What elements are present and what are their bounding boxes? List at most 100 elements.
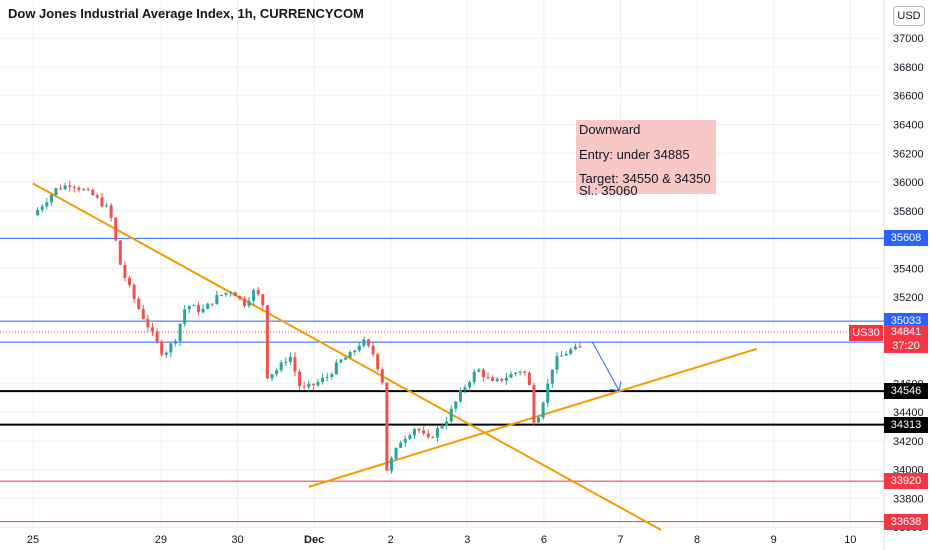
note-target: Target: 34550 & 34350 — [579, 171, 711, 186]
candle-body — [164, 352, 168, 355]
candle-body — [463, 387, 467, 391]
candle-body — [376, 354, 380, 370]
candle-body — [247, 300, 251, 306]
level-price-tag: 34546 — [884, 383, 928, 400]
candle-body — [408, 435, 412, 439]
candle-body — [550, 369, 554, 384]
candle-body — [371, 345, 375, 355]
note-entry: Entry: under 34885 — [579, 147, 690, 162]
candle-body — [54, 188, 58, 195]
candle-body — [477, 369, 481, 372]
level-price-tag: 33920 — [884, 473, 928, 490]
note-stoploss: Sl.: 35060 — [579, 183, 638, 198]
candle-body — [302, 386, 306, 388]
candle-body — [527, 372, 531, 386]
candle-body — [518, 371, 522, 373]
candle-body — [82, 189, 86, 191]
candle-body — [275, 370, 279, 375]
x-tick-label: 25 — [27, 534, 39, 546]
candle-body — [36, 209, 40, 216]
candle-body — [201, 308, 205, 313]
candle-body — [256, 290, 260, 295]
y-tick-label: 33800 — [893, 493, 924, 505]
candle-body — [541, 402, 545, 418]
candle-body — [45, 202, 49, 207]
candle-body — [362, 339, 366, 346]
chart-grid — [0, 0, 885, 550]
candle-body — [399, 442, 403, 448]
candle-body — [132, 285, 136, 299]
candle-body — [555, 356, 559, 370]
candle-body — [196, 305, 200, 313]
candle-body — [431, 437, 435, 439]
x-tick-label: 9 — [771, 534, 777, 546]
candle-body — [77, 187, 81, 190]
y-tick-label: 36200 — [893, 148, 924, 160]
price-axis[interactable]: 3360033800340003420034400346003520035400… — [893, 33, 924, 534]
candle-body — [330, 374, 334, 377]
bar-countdown: 37:20 — [892, 340, 920, 352]
candle-body — [68, 185, 72, 187]
candle-body — [141, 308, 145, 319]
candle-body — [458, 390, 462, 402]
candle-body — [86, 189, 90, 191]
time-axis[interactable]: 25 29 30 Dec 2 3 6 7 8 9 10 — [27, 534, 857, 546]
candle-body — [440, 425, 444, 429]
candle-body — [380, 369, 384, 383]
candle-body — [91, 189, 95, 196]
horizontal-levels — [0, 237, 884, 523]
y-tick-label: 36800 — [893, 62, 924, 74]
arrow-shaft[interactable] — [591, 341, 620, 391]
candle-body — [537, 417, 541, 423]
candle-body — [316, 382, 320, 386]
candle-body — [72, 186, 76, 188]
candle-body — [238, 296, 242, 299]
currency-button[interactable]: USD — [893, 6, 925, 26]
candle-body — [311, 383, 315, 386]
candle-body — [242, 298, 246, 306]
candle-body — [491, 377, 495, 381]
candle-body — [233, 292, 237, 297]
candle-body — [155, 331, 159, 342]
candle-body — [339, 359, 343, 363]
y-tick-label: 34200 — [893, 436, 924, 448]
candle-body — [334, 362, 338, 375]
candle-body — [183, 309, 187, 324]
x-tick-label: 8 — [694, 534, 700, 546]
candle-body — [454, 401, 458, 409]
candle-body — [321, 377, 325, 383]
x-tick-label: 29 — [155, 534, 167, 546]
arrow-head — [609, 381, 622, 392]
candle-body — [532, 385, 536, 423]
candle-body — [118, 240, 122, 265]
candle-body — [252, 290, 256, 301]
candle-body — [445, 421, 449, 426]
candle-body — [417, 428, 421, 431]
x-tick-label: 10 — [844, 534, 856, 546]
trend-line[interactable] — [32, 182, 662, 531]
candle-body — [426, 433, 430, 438]
candle-body — [357, 345, 361, 351]
y-tick-label: 35400 — [893, 263, 924, 275]
candle-body — [468, 382, 472, 388]
candle-body — [206, 303, 210, 309]
candle-body — [578, 346, 582, 348]
candle-body — [298, 371, 302, 387]
y-tick-label: 36400 — [893, 120, 924, 132]
candle-body — [348, 352, 352, 358]
candle-body — [63, 185, 67, 190]
current-price-value: 34841 — [890, 326, 922, 338]
candle-body — [564, 353, 568, 356]
note-direction: Downward — [579, 122, 641, 137]
symbol-tag: US30 — [849, 325, 883, 341]
trend-lines — [32, 182, 758, 531]
candle-body — [412, 428, 416, 436]
candle-body — [307, 383, 311, 388]
candle-body — [49, 194, 53, 203]
candle-body — [509, 373, 513, 378]
candle-body — [229, 292, 233, 294]
candle-body — [150, 327, 154, 332]
trade-note: Downward Entry: under 34885 Target: 3455… — [576, 120, 716, 198]
candle-body — [293, 356, 297, 372]
